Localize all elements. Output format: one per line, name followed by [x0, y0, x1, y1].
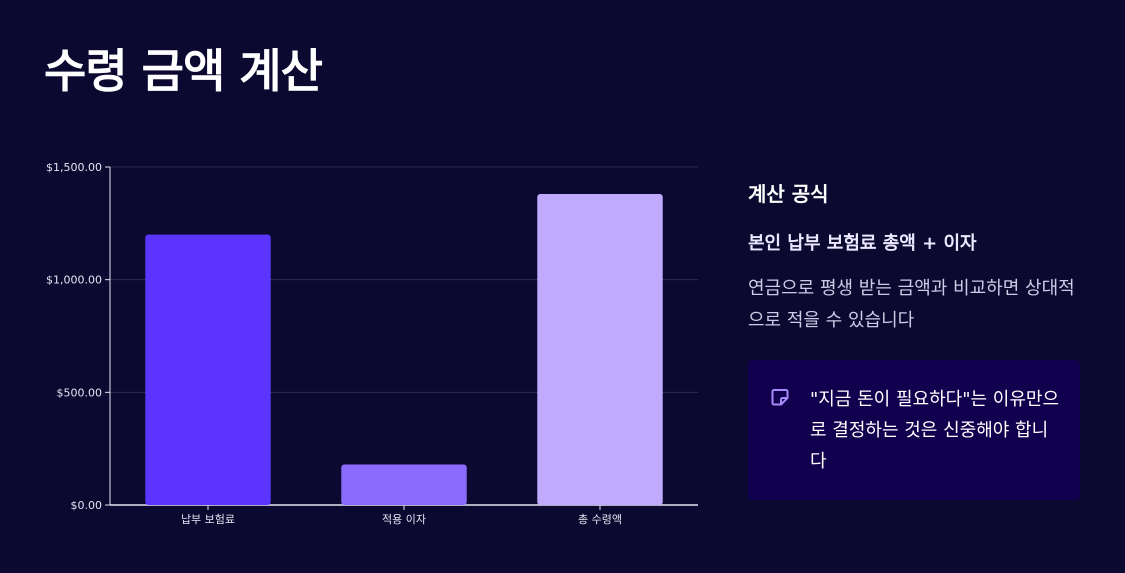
- bar: [145, 234, 271, 505]
- bar: [537, 194, 663, 505]
- chart-svg: $0.00 $500.00 $1,000.00 $1,500.00 납부 보험료 적용 이…: [46, 161, 698, 526]
- sticky-note-icon: [771, 389, 789, 406]
- x-tick-label: 적용 이자: [382, 513, 426, 526]
- bar-chart: $0.00 $500.00 $1,000.00 $1,500.00 납부 보험료 적용 이…: [0, 150, 720, 550]
- x-tick-label: 총 수령액: [578, 513, 622, 526]
- y-tick-label: $1,000.00: [46, 274, 102, 287]
- formula-description: 연금으로 평생 받는 금액과 비교하면 상대적으로 적을 수 있습니다: [748, 278, 1075, 331]
- formula-text: 본인 납부 보험료 총액 + 이자: [748, 233, 977, 254]
- bar: [341, 464, 467, 505]
- caution-note: "지금 돈이 필요하다"는 이유만으로 결정하는 것은 신중해야 합니다: [748, 360, 1080, 500]
- page-title: 수령 금액 계산: [44, 44, 323, 98]
- formula-panel: 계산 공식 본인 납부 보험료 총액 + 이자 연금으로 평생 받는 금액과 비…: [748, 178, 1088, 337]
- note-text: "지금 돈이 필요하다"는 이유만으로 결정하는 것은 신중해야 합니다: [810, 389, 1060, 472]
- y-tick-label: $1,500.00: [46, 161, 102, 174]
- formula-heading: 계산 공식: [748, 182, 829, 206]
- x-tick-label: 납부 보험료: [181, 513, 235, 526]
- y-tick-label: $500.00: [57, 386, 103, 399]
- y-tick-label: $0.00: [71, 499, 103, 512]
